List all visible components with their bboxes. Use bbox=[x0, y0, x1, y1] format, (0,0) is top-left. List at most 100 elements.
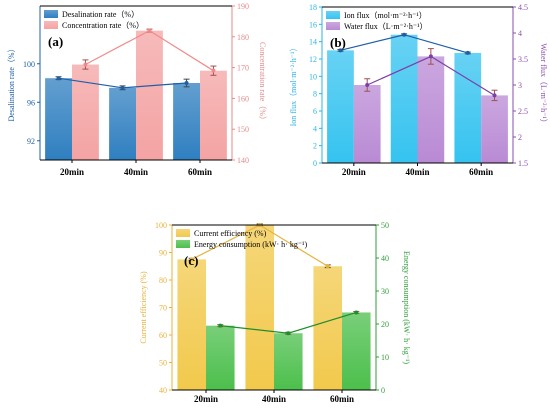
bar-a-s0-1 bbox=[109, 87, 136, 160]
bar-c-s1-0 bbox=[206, 325, 235, 390]
data-point bbox=[286, 331, 291, 336]
data-point bbox=[184, 81, 189, 85]
data-point bbox=[56, 76, 61, 81]
data-point bbox=[120, 85, 125, 90]
bar-b-s1-0 bbox=[353, 85, 381, 163]
bar-a-s1-1 bbox=[136, 30, 163, 160]
bar-b-s1-2 bbox=[481, 95, 508, 163]
y-tick-label-left: 0 bbox=[313, 159, 317, 168]
y-tick-label-right: 4.5 bbox=[518, 3, 528, 12]
y-tick-label-right: 2 bbox=[518, 133, 522, 142]
panel-label: (b) bbox=[330, 35, 346, 50]
legend-label: Energy consumption (kW· h· kg⁻¹) bbox=[194, 240, 307, 249]
y-tick-label-left: 40 bbox=[159, 386, 167, 395]
x-tick-label: 20min bbox=[60, 167, 84, 177]
y-tick-label-left: 96 bbox=[27, 98, 35, 107]
legend-label: Water flux（L·m⁻²·h⁻¹） bbox=[344, 22, 427, 31]
bar-c-s0-0 bbox=[177, 259, 206, 390]
legend-label: Concentration rate（%） bbox=[62, 21, 144, 30]
bar-b-s0-2 bbox=[454, 52, 482, 163]
data-point bbox=[492, 93, 497, 98]
y-tick-label-left: 12 bbox=[309, 55, 317, 64]
legend-swatch bbox=[44, 10, 58, 18]
x-tick-label: 60min bbox=[330, 394, 354, 404]
y-tick-label-right: 140 bbox=[237, 156, 249, 165]
y-tick-label-left: 18 bbox=[309, 3, 317, 12]
y-tick-label-left: 2 bbox=[313, 142, 317, 151]
bar-b-s0-0 bbox=[327, 50, 354, 164]
bar-b-s0-1 bbox=[390, 34, 418, 163]
data-point bbox=[211, 68, 216, 73]
panel-label: (c) bbox=[184, 253, 198, 268]
x-tick-label: 40min bbox=[124, 167, 148, 177]
y-tick-label-left: 92 bbox=[27, 137, 35, 146]
y-tick-label-right: 3 bbox=[518, 81, 522, 90]
x-tick-label: 20min bbox=[342, 167, 366, 177]
y-tick-label-left: 70 bbox=[159, 304, 167, 313]
y-tick-label-left: 90 bbox=[159, 249, 167, 258]
data-point bbox=[83, 62, 88, 67]
data-point bbox=[365, 83, 370, 87]
y-axis-title-right: Water flux（L·m⁻²·h⁻¹） bbox=[539, 43, 548, 126]
y-tick-label-right: 180 bbox=[237, 33, 249, 42]
y-tick-label-left: 10 bbox=[309, 72, 317, 81]
data-point bbox=[402, 32, 407, 37]
legend-label: Current efficiency (%) bbox=[194, 229, 267, 238]
legend-swatch bbox=[176, 229, 190, 237]
legend-swatch bbox=[44, 21, 58, 29]
y-tick-label-left: 4 bbox=[313, 124, 317, 133]
y-tick-label-right: 1.5 bbox=[518, 159, 528, 168]
y-axis-title-left: Desalination rate（%） bbox=[7, 44, 16, 121]
data-point bbox=[354, 310, 359, 315]
bar-a-s1-2 bbox=[200, 70, 227, 160]
y-tick-label-right: 4 bbox=[518, 29, 522, 38]
y-axis-title-right: Energy consumption (kW· h· kg⁻¹) bbox=[402, 251, 411, 364]
y-axis-title-left: Ion flux（mol·m⁻²·h⁻¹） bbox=[289, 44, 298, 127]
y-tick-label-right: 170 bbox=[237, 64, 249, 73]
legend-label: Desalination rate（%） bbox=[62, 10, 139, 19]
legend-label: Ion flux（mol·m⁻²·h⁻¹） bbox=[344, 11, 427, 20]
y-tick-label-right: 50 bbox=[381, 221, 389, 230]
y-axis-title-right: Concentration rate（%） bbox=[258, 42, 267, 124]
y-tick-label-left: 6 bbox=[313, 107, 317, 116]
y-tick-label-right: 30 bbox=[381, 287, 389, 296]
data-point bbox=[218, 323, 223, 328]
legend-swatch bbox=[326, 11, 340, 19]
bar-a-s1-0 bbox=[72, 64, 99, 160]
data-point bbox=[325, 264, 330, 269]
y-tick-label-left: 50 bbox=[159, 359, 167, 368]
chart-panel-c: 40 50 60 70 80 90 100 0 10 20 30 40 50 20min 40min 60mi… bbox=[139, 221, 411, 404]
y-tick-label-right: 150 bbox=[237, 125, 249, 134]
y-tick-label-right: 2.5 bbox=[518, 107, 528, 116]
y-tick-label-left: 8 bbox=[313, 90, 317, 99]
x-tick-label: 40min bbox=[405, 167, 429, 177]
x-tick-label: 40min bbox=[262, 394, 286, 404]
chart-panel-a: 92 96 100 140 150 160 170 180 190 20min 40min 60min… bbox=[7, 2, 267, 177]
bar-c-s1-2 bbox=[342, 312, 371, 390]
y-tick-label-left: 100 bbox=[23, 60, 35, 69]
data-point bbox=[465, 50, 470, 55]
bar-b-s1-1 bbox=[417, 56, 445, 163]
data-point bbox=[338, 48, 343, 53]
y-tick-label-right: 190 bbox=[237, 2, 249, 11]
panel-label: (a) bbox=[48, 34, 63, 49]
x-tick-label: 60min bbox=[469, 167, 493, 177]
x-tick-label: 20min bbox=[194, 394, 218, 404]
chart-panel-b: 0 2 4 6 8 10 12 14 16 18 1.5 2 2.5 3 3.5 4 4.5 20min 40min… bbox=[289, 3, 548, 177]
data-point bbox=[189, 257, 194, 262]
x-tick-label: 60min bbox=[188, 167, 212, 177]
data-point bbox=[147, 28, 152, 33]
y-tick-label-left: 80 bbox=[159, 276, 167, 285]
legend-swatch bbox=[176, 240, 190, 248]
bar-c-s1-1 bbox=[274, 333, 303, 390]
y-tick-label-right: 0 bbox=[381, 386, 385, 395]
y-tick-label-left: 16 bbox=[309, 20, 317, 29]
y-tick-label-left: 60 bbox=[159, 331, 167, 340]
y-axis-title-left: Current efficiency (%) bbox=[139, 271, 148, 344]
bar-c-s0-2 bbox=[313, 266, 342, 390]
y-tick-label-right: 10 bbox=[381, 353, 389, 362]
bar-a-s0-2 bbox=[173, 83, 200, 160]
legend-swatch bbox=[326, 22, 340, 30]
